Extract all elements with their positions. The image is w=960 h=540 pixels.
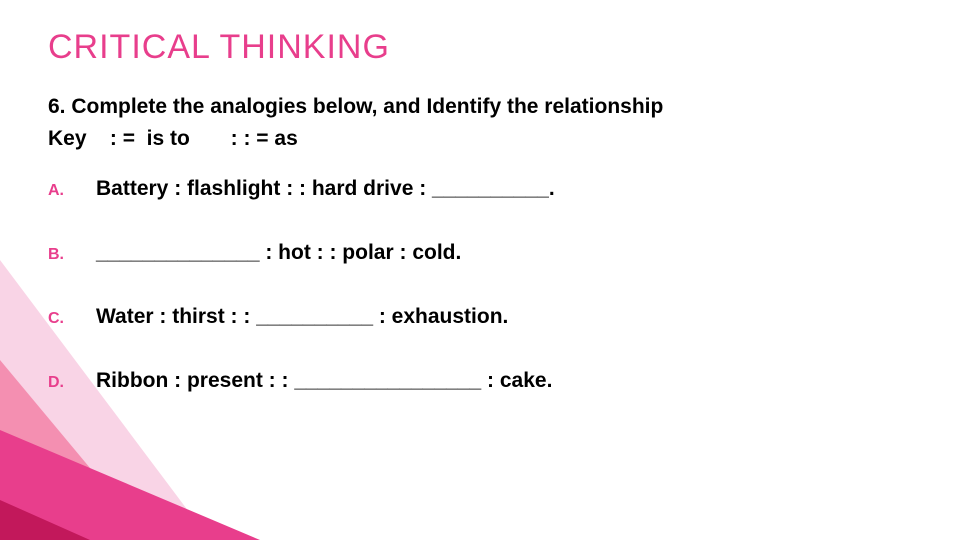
question-instructions: 6. Complete the analogies below, and Ide…: [48, 93, 912, 121]
option-a: A. Battery : flashlight : : hard drive :…: [48, 177, 912, 201]
option-c-letter: C.: [48, 310, 96, 328]
option-b-letter: B.: [48, 246, 96, 264]
option-c-text: Water : thirst : : __________ : exhausti…: [96, 305, 912, 329]
option-b: B. ______________ : hot : : polar : cold…: [48, 241, 912, 265]
option-d-letter: D.: [48, 374, 96, 392]
slide-title: CRITICAL THINKING: [48, 28, 912, 67]
options-list: A. Battery : flashlight : : hard drive :…: [48, 177, 912, 393]
option-a-letter: A.: [48, 182, 96, 200]
key-line: Key : = is to : : = as: [48, 127, 912, 151]
option-d-text: Ribbon : present : : ________________ : …: [96, 369, 912, 393]
option-c: C. Water : thirst : : __________ : exhau…: [48, 305, 912, 329]
option-b-text: ______________ : hot : : polar : cold.: [96, 241, 912, 265]
content-area: CRITICAL THINKING 6. Complete the analog…: [48, 28, 912, 433]
option-d: D. Ribbon : present : : ________________…: [48, 369, 912, 393]
option-a-text: Battery : flashlight : : hard drive : __…: [96, 177, 912, 201]
slide: CRITICAL THINKING 6. Complete the analog…: [0, 0, 960, 540]
